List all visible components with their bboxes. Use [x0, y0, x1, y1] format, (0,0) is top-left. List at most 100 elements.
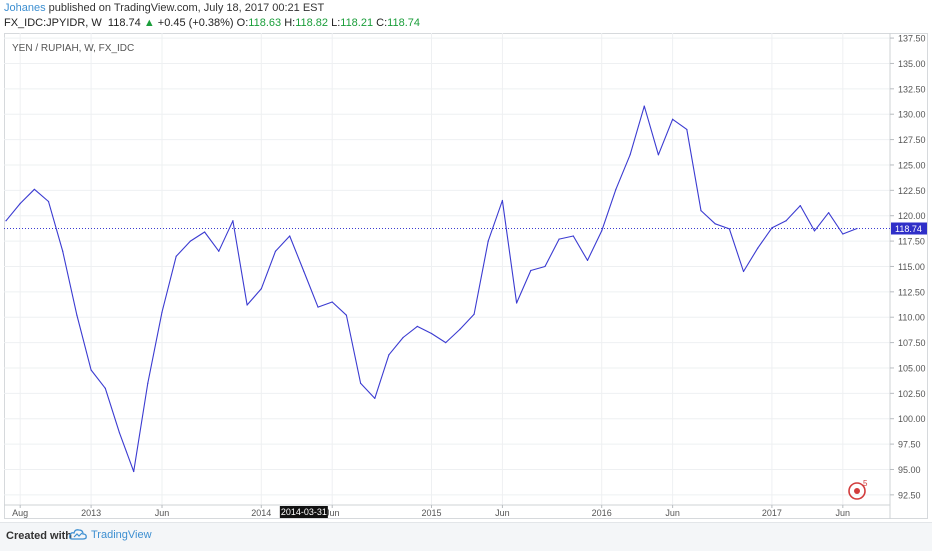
tradingview-brand-text: TradingView	[91, 529, 152, 541]
data-point	[629, 154, 631, 156]
y-tick-label: 105.00	[898, 363, 926, 373]
x-tick-label: Jun	[836, 508, 851, 518]
data-point	[133, 470, 135, 473]
series-group	[5, 105, 858, 473]
data-point	[657, 154, 660, 156]
y-tick-label: 97.50	[898, 440, 921, 450]
data-point	[161, 311, 163, 313]
data-point	[473, 313, 475, 315]
data-point	[544, 265, 546, 268]
data-point	[530, 269, 532, 272]
data-point	[218, 250, 220, 252]
overlays: 118.74 2014-03-31	[4, 222, 927, 518]
data-point	[672, 118, 674, 120]
x-tick-label: Jun	[325, 508, 340, 518]
y-tick-label: 122.50	[898, 186, 926, 196]
data-point	[232, 220, 234, 222]
y-tick-label: 107.50	[898, 338, 926, 348]
y-tick-label: 127.50	[898, 135, 926, 145]
y-tick-label: 110.00	[898, 313, 925, 323]
y-tick-label: 112.50	[898, 287, 925, 297]
data-point	[799, 204, 801, 207]
y-tick-label: 115.00	[898, 262, 925, 272]
data-point	[175, 255, 177, 257]
data-point	[501, 199, 504, 202]
data-point	[643, 105, 645, 107]
data-point	[90, 369, 92, 371]
current-price-tag	[891, 222, 927, 235]
y-tick-label: 117.50	[898, 237, 925, 247]
x-tick-label: Jun	[495, 508, 510, 518]
data-point	[203, 231, 206, 233]
close-label: C:	[376, 17, 388, 29]
data-point	[742, 270, 745, 273]
data-point	[345, 314, 347, 316]
data-point	[33, 188, 35, 190]
data-point	[62, 250, 64, 252]
symbol-label: FX_IDC:JPYIDR, W	[4, 17, 102, 29]
price-axis[interactable]: 137.50 135.00 132.50 130.00 127.50 125.00 122.…	[889, 33, 926, 519]
time-axis[interactable]: Aug 2013 Jun 2014 Jun 2015 Jun 2016 Jun 2017 Jun	[4, 504, 890, 518]
y-tick-label: 92.50	[898, 490, 921, 500]
y-tick-label: 100.00	[898, 414, 926, 424]
data-point	[601, 230, 603, 232]
y-tick-label: 95.00	[898, 465, 921, 475]
published-text: published on TradingView.com, July 18, 2…	[48, 2, 325, 14]
data-point	[104, 387, 106, 389]
low-value: 118.21	[340, 17, 374, 29]
y-tick-label: 137.50	[898, 34, 926, 44]
data-point	[686, 128, 688, 131]
x-tick-label: 2013	[81, 508, 101, 518]
data-point	[785, 220, 787, 222]
data-point	[828, 212, 830, 214]
y-tick-label: 125.00	[898, 160, 926, 170]
data-point	[289, 235, 291, 237]
data-point	[19, 202, 21, 205]
data-point	[700, 210, 702, 212]
data-point	[274, 250, 277, 252]
author-link[interactable]: Johanes	[4, 2, 46, 14]
footer-bar: Created with TradingView	[0, 522, 932, 551]
x-tick-label: 2015	[421, 508, 441, 518]
y-tick-label: 120.00	[898, 211, 926, 221]
tradingview-link[interactable]: TradingView	[69, 529, 152, 541]
data-point	[47, 200, 50, 203]
crosshair-date-label: 2014-03-31	[281, 507, 327, 517]
data-point	[317, 306, 319, 308]
data-point	[558, 238, 560, 240]
data-point	[842, 233, 844, 235]
data-point	[714, 223, 716, 225]
tradingview-logo-icon	[69, 529, 87, 540]
data-point	[445, 341, 447, 344]
data-point	[246, 304, 248, 306]
open-value: 118.63	[248, 17, 282, 29]
y-tick-label: 132.50	[898, 84, 926, 94]
x-tick-label: 2016	[592, 508, 612, 518]
data-point	[374, 397, 376, 400]
x-tick-label: Jun	[665, 508, 680, 518]
data-point	[388, 354, 390, 356]
data-point	[402, 336, 404, 339]
close-value: 118.74	[387, 17, 420, 29]
chart-title: YEN / RUPIAH, W, FX_IDC	[12, 43, 134, 54]
data-point	[487, 240, 489, 242]
grid-lines	[4, 33, 890, 505]
y-tick-label: 130.00	[898, 110, 926, 120]
svg-text:5: 5	[863, 479, 868, 488]
price-change: +0.45 (+0.38%)	[157, 17, 234, 29]
chart-area[interactable]: 137.50 135.00 132.50 130.00 127.50 125.00 122.…	[4, 33, 928, 519]
x-tick-label: Aug	[12, 508, 28, 518]
data-point	[359, 382, 362, 384]
data-point	[5, 220, 7, 222]
price-chart[interactable]: 137.50 135.00 132.50 130.00 127.50 125.00 122.…	[4, 33, 928, 519]
data-point	[416, 325, 418, 327]
crosshair-date-tag	[279, 506, 328, 518]
data-point	[147, 382, 149, 384]
data-point	[516, 302, 518, 304]
high-label: H:	[284, 17, 296, 29]
open-label: O:	[236, 17, 249, 29]
data-point	[459, 328, 461, 330]
last-price: 118.74	[107, 17, 141, 29]
replay-icon[interactable]: 5	[848, 479, 868, 500]
chart-border	[4, 33, 928, 519]
